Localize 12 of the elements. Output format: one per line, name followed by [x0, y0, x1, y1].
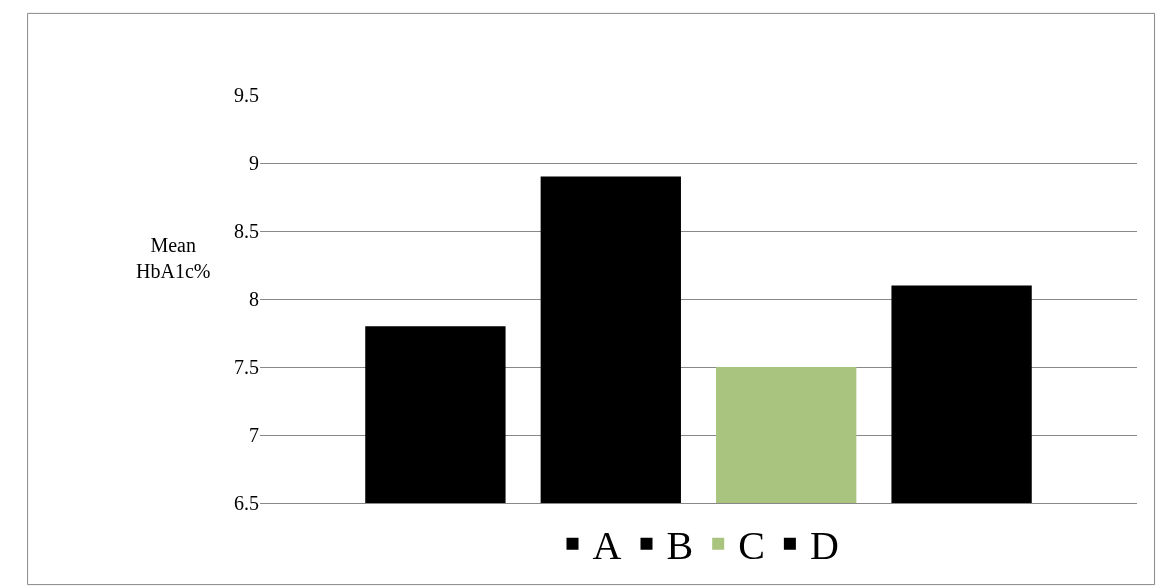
y-tick-label: 9 [249, 152, 259, 174]
legend-label: B [666, 523, 694, 569]
y-tick-label: 6.5 [234, 492, 259, 514]
y-tick-label: 7 [249, 424, 259, 446]
legend-label: D [809, 523, 839, 569]
legend-label: A [592, 523, 622, 569]
y-axis-title: Mean HbA1c% [136, 234, 211, 282]
y-tick-label: 8 [249, 288, 259, 310]
legend-label: C [738, 523, 765, 569]
y-tick-label: 9.5 [234, 84, 259, 106]
y-tick-label: 7.5 [234, 356, 259, 378]
y-tick-label: 8.5 [234, 220, 259, 242]
